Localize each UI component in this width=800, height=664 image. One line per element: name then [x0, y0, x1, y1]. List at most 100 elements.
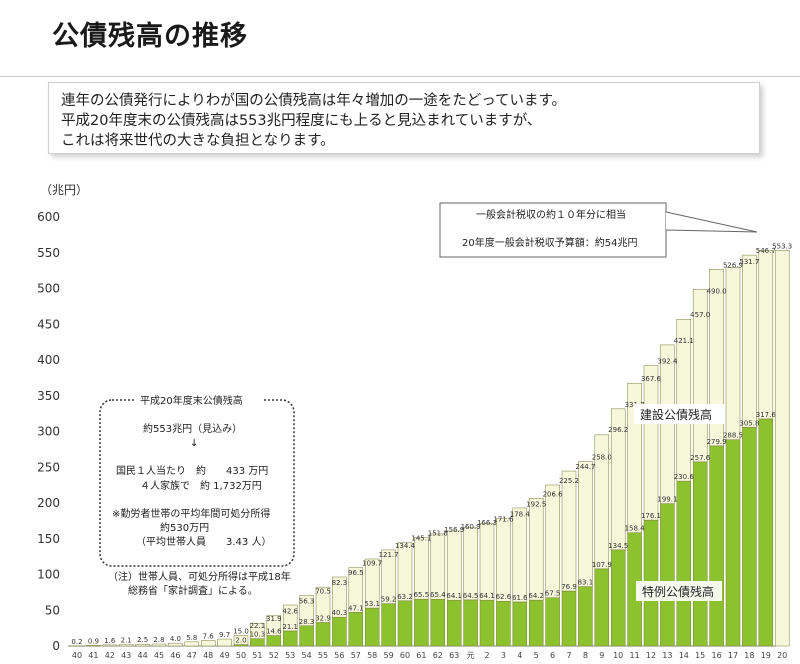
y-tick-label: 250	[37, 460, 60, 474]
x-tick-label: 13	[662, 651, 672, 660]
callout-box	[439, 202, 667, 258]
construction-bond-bar	[184, 641, 200, 647]
x-tick-label: 53	[285, 651, 295, 660]
x-tick-label: 47	[187, 651, 197, 660]
construction-series-label: 建設公債残高	[640, 407, 712, 422]
special-value-label: 257.6	[690, 454, 711, 462]
x-tick-label: 58	[367, 651, 377, 660]
special-bond-bar	[430, 598, 446, 647]
special-bond-bar	[463, 599, 478, 647]
special-bond-bar	[315, 622, 331, 647]
special-bond-bar	[692, 461, 708, 647]
y-axis-ticks: 0 50 100 150 200 250 300 350 400 450 500 550 600	[37, 210, 60, 653]
construction-bond-bar	[643, 365, 659, 521]
total-value-label: 421.1	[674, 337, 694, 345]
summary-per-capita: 国民１人当たり 約 433 万円	[116, 464, 268, 477]
construction-bond-bar	[709, 269, 724, 447]
total-value-label: 171.6	[493, 515, 514, 523]
total-value-label: 553.3	[772, 242, 792, 250]
special-value-label: 2.0	[235, 637, 246, 645]
x-tick-label: 4	[517, 651, 522, 660]
construction-bond-bar	[774, 250, 790, 647]
construction-bond-bar	[364, 558, 380, 609]
x-tick-label: 2	[484, 651, 489, 660]
special-bond-bar	[496, 600, 511, 647]
x-tick-label: 10	[613, 651, 623, 660]
total-value-label: 2.1	[121, 636, 132, 644]
total-value-label: 7.6	[203, 633, 215, 641]
total-value-label: 206.6	[543, 490, 564, 498]
construction-bond-bar	[578, 461, 593, 587]
summary-box-title: 平成20年度末公債残高	[140, 394, 243, 407]
construction-bond-bar	[725, 267, 741, 440]
value-labels: 0.2 0.9 1.6 2.1 2.5 2.8 4.0 5.8 7.6 9.7 15.0 2.0 22.…	[71, 242, 792, 645]
summary-total: 約553兆円（見込み）	[143, 422, 242, 435]
special-bond-bar	[479, 599, 495, 647]
total-value-label: 192.5	[526, 500, 546, 508]
intro-line-3: これは将来世代の大きな負担となります。	[61, 133, 335, 149]
construction-bond-bar	[266, 615, 282, 636]
callout-pointer	[665, 211, 758, 233]
x-tick-label: 15	[695, 651, 705, 660]
special-value-label: 230.6	[674, 473, 695, 481]
x-tick-label: 45	[154, 651, 164, 660]
intro-text-box: 連年の公債発行によりわが国の公債残高は年々増加の一途をたどっています。 平成20…	[48, 82, 760, 154]
x-tick-label: 16	[712, 651, 722, 660]
x-tick-label: 42	[105, 651, 115, 660]
special-bond-bar	[561, 590, 577, 647]
special-value-label: 61.6	[512, 594, 528, 602]
special-value-label: 64.2	[528, 592, 544, 600]
x-tick-label: 61	[416, 651, 426, 660]
x-tick-label: 46	[170, 651, 180, 660]
total-value-label: 225.2	[559, 477, 579, 485]
special-bond-bar	[414, 598, 429, 647]
special-value-label: 76.9	[561, 583, 577, 591]
construction-bond-bar	[299, 595, 314, 627]
x-tick-label: 55	[318, 651, 328, 660]
x-tick-label: 40	[72, 651, 82, 660]
special-bond-bar	[610, 549, 626, 647]
y-tick-label: 100	[37, 568, 60, 582]
special-series-label: 特例公債残高	[642, 584, 714, 599]
y-tick-label: 350	[37, 389, 60, 403]
total-value-label: 546.7	[756, 247, 776, 255]
x-tick-label: 14	[679, 651, 689, 660]
special-bond-bar	[266, 635, 282, 647]
special-value-label: 83.1	[578, 579, 594, 587]
construction-bond-bar	[118, 644, 134, 647]
special-value-label: 65.4	[430, 591, 446, 599]
x-tick-label: 6	[550, 651, 555, 660]
total-value-label: 121.7	[379, 551, 399, 559]
x-tick-label: 62	[433, 651, 443, 660]
total-value-label: 42.6	[282, 608, 298, 616]
total-value-label: 70.5	[315, 588, 331, 596]
x-tick-label: 51	[252, 651, 262, 660]
special-value-label: 28.3	[299, 618, 315, 626]
construction-label-bg	[634, 404, 724, 424]
construction-bond-bar	[528, 498, 544, 601]
x-tick-label: 57	[351, 651, 361, 660]
total-value-label: 109.7	[362, 560, 382, 568]
x-tick-label: 19	[761, 651, 771, 660]
construction-bond-bar	[758, 250, 774, 420]
total-value-label: 145.1	[411, 534, 431, 542]
special-value-label: 14.6	[266, 628, 282, 636]
intro-line-1: 連年の公債発行によりわが国の公債残高は年々増加の一途をたどっています。	[61, 93, 567, 109]
special-value-label: 305.8	[739, 419, 759, 427]
construction-bond-bar	[135, 643, 150, 647]
total-value-label: 151.8	[428, 529, 448, 537]
x-tick-label: 50	[236, 651, 246, 660]
special-bond-bar	[594, 568, 610, 647]
summary-arrow: ↓	[190, 438, 198, 449]
construction-bond-bar	[348, 567, 364, 613]
x-tick-label: 59	[384, 651, 394, 660]
y-tick-label: 200	[37, 496, 60, 510]
construction-bond-bar	[397, 542, 413, 602]
construction-bond-bar	[200, 640, 216, 647]
y-tick-label: 550	[37, 246, 60, 260]
y-tick-label: 450	[37, 317, 60, 331]
special-bond-bar	[332, 616, 347, 647]
y-tick-label: 50	[45, 603, 60, 617]
construction-bond-bar	[250, 622, 265, 639]
